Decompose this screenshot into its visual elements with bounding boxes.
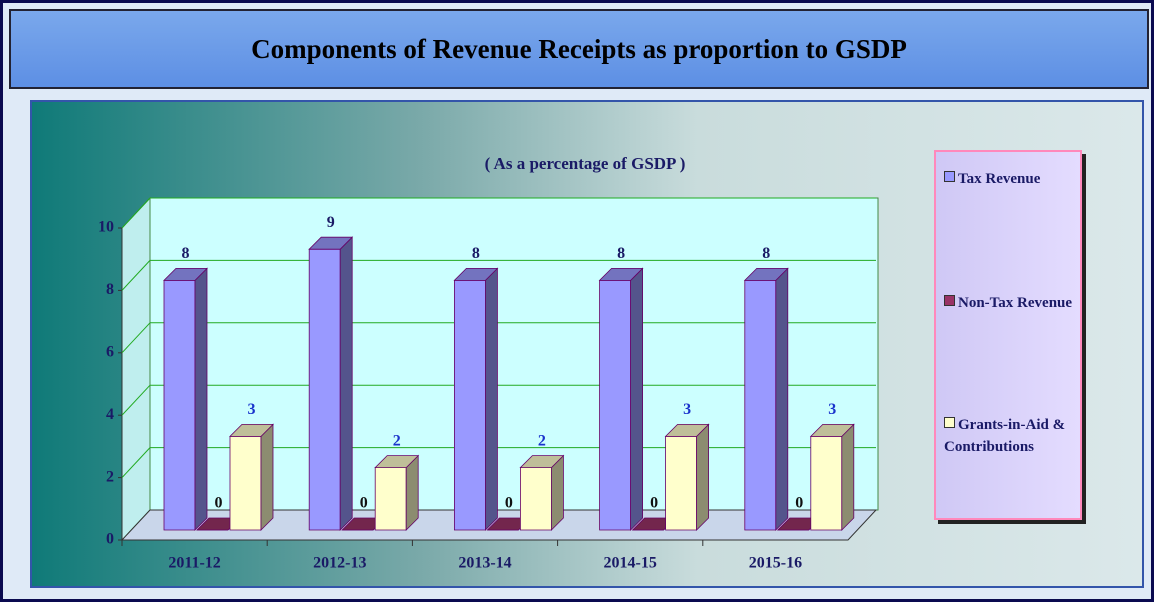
y-tick-label: 6 bbox=[106, 343, 114, 360]
x-tick-label: 2011-12 bbox=[168, 555, 220, 572]
value-label: 8 bbox=[762, 245, 770, 262]
value-label: 0 bbox=[215, 495, 223, 512]
value-label: 0 bbox=[650, 495, 658, 512]
x-tick-label: 2013-14 bbox=[458, 555, 511, 572]
legend: Tax Revenue Non-Tax Revenue Grants-in-Aid … bbox=[934, 150, 1082, 520]
side-wall bbox=[121, 196, 151, 542]
bar-face bbox=[598, 267, 644, 281]
y-tick-label: 0 bbox=[106, 531, 114, 548]
bar-face bbox=[664, 423, 710, 437]
bar-face bbox=[696, 423, 709, 531]
bar-face bbox=[775, 267, 789, 531]
bar-face bbox=[405, 454, 419, 531]
bar-face bbox=[665, 435, 697, 531]
bar bbox=[598, 267, 644, 531]
value-label: 3 bbox=[683, 401, 691, 418]
value-label: 2 bbox=[538, 432, 546, 449]
legend-swatch bbox=[944, 417, 955, 428]
grid-line bbox=[121, 447, 151, 478]
bar bbox=[809, 423, 855, 531]
bar-face bbox=[453, 267, 499, 281]
legend-label: Non-Tax Revenue bbox=[958, 295, 1073, 311]
value-label: 0 bbox=[505, 495, 513, 512]
x-tick-label: 2012-13 bbox=[313, 555, 366, 572]
bar-face bbox=[599, 279, 631, 531]
bar-face bbox=[194, 267, 208, 531]
bar-face bbox=[260, 423, 274, 531]
legend-entry: Non-Tax Revenue bbox=[944, 292, 1078, 314]
legend-entry: Grants-in-Aid & Contributions bbox=[944, 414, 1078, 458]
bar-face bbox=[374, 467, 407, 531]
bar bbox=[163, 267, 208, 531]
bar-face bbox=[810, 435, 843, 531]
bar-face bbox=[551, 454, 564, 531]
value-label: 8 bbox=[472, 245, 480, 262]
value-label: 0 bbox=[795, 495, 803, 512]
bar-face bbox=[744, 279, 777, 531]
y-tick-label: 10 bbox=[98, 219, 114, 236]
chart-title: Components of Revenue Receipts as propor… bbox=[9, 9, 1149, 89]
bar-face bbox=[229, 423, 274, 437]
bar-face bbox=[453, 279, 486, 531]
grid-line bbox=[121, 322, 151, 354]
bar bbox=[664, 423, 710, 531]
chart-subtitle: ( As a percentage of GSDP ) bbox=[485, 154, 686, 173]
bar-face bbox=[339, 236, 353, 531]
value-label: 3 bbox=[828, 401, 836, 418]
legend-swatch bbox=[944, 295, 955, 306]
bar-face bbox=[308, 236, 354, 250]
legend-entry: Tax Revenue bbox=[944, 168, 1078, 190]
value-label: 0 bbox=[360, 495, 368, 512]
bar-face bbox=[520, 467, 552, 531]
legend-label: Grants-in-Aid & Contributions bbox=[944, 417, 1066, 455]
y-tick-label: 8 bbox=[106, 281, 114, 298]
bar-face bbox=[809, 423, 855, 437]
bar-face bbox=[841, 423, 855, 531]
bar-face bbox=[484, 267, 498, 531]
bar-face bbox=[743, 267, 789, 281]
legend-swatch bbox=[944, 171, 955, 182]
legend-label: Tax Revenue bbox=[958, 171, 1041, 187]
bar bbox=[308, 236, 354, 531]
grid-line bbox=[121, 197, 151, 229]
y-tick-label: 4 bbox=[106, 406, 114, 423]
bar-face bbox=[374, 455, 420, 469]
bar-face bbox=[519, 455, 565, 469]
grid-line bbox=[121, 384, 151, 416]
value-label: 3 bbox=[248, 401, 256, 418]
bar bbox=[374, 454, 420, 531]
bar-face bbox=[630, 267, 643, 531]
value-label: 8 bbox=[617, 245, 625, 262]
x-tick-label: 2015-16 bbox=[749, 555, 802, 572]
x-tick-label: 2014-15 bbox=[604, 555, 657, 572]
bar bbox=[519, 454, 565, 531]
bar-face bbox=[308, 248, 341, 531]
bar-face bbox=[229, 435, 262, 531]
bar-face bbox=[163, 267, 208, 281]
bar-face bbox=[163, 279, 196, 531]
bar bbox=[229, 423, 274, 531]
grid-line bbox=[121, 260, 151, 291]
value-label: 9 bbox=[327, 214, 335, 231]
value-label: 8 bbox=[182, 245, 190, 262]
y-tick-label: 2 bbox=[106, 468, 114, 485]
bar bbox=[743, 267, 789, 531]
value-label: 2 bbox=[393, 432, 401, 449]
bar bbox=[453, 267, 499, 531]
